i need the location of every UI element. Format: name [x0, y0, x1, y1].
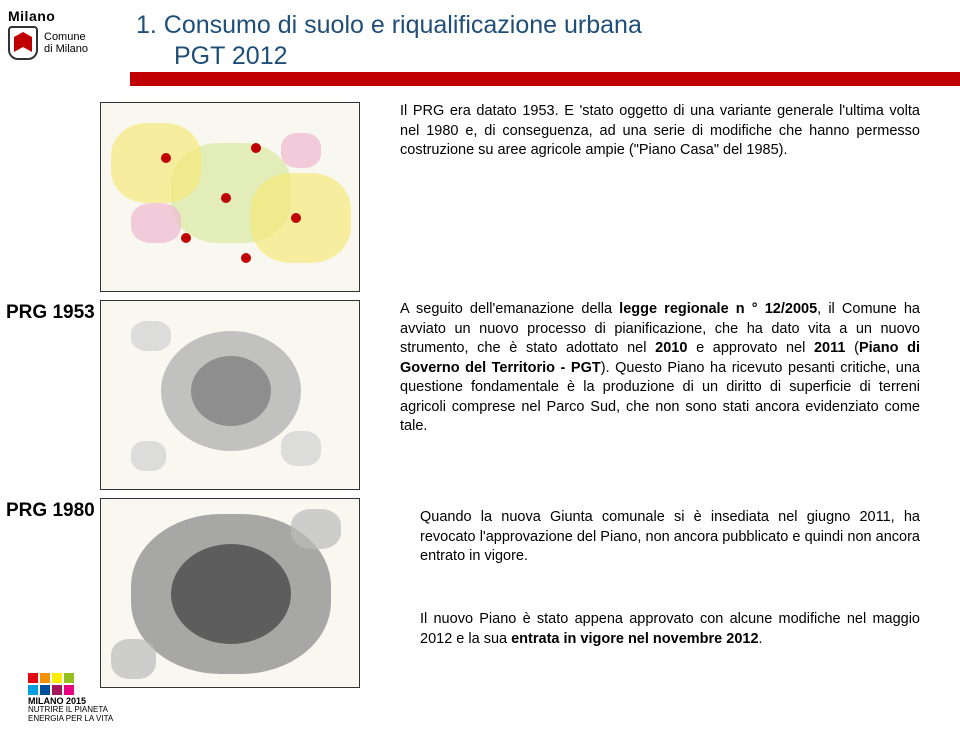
expo-squares: [28, 673, 82, 695]
red-bar: [130, 72, 960, 86]
paragraph-4: Il nuovo Piano è stato appena approvato …: [420, 610, 920, 649]
expo-sub2: ENERGIA PER LA VITA: [28, 715, 118, 724]
page-header: 1. Consumo di suolo e riqualificazione u…: [130, 10, 940, 70]
bold-legge: legge regionale n ° 12/2005: [619, 301, 817, 317]
milano-logo: Milano Comune di Milano: [8, 8, 118, 60]
paragraph-2: A seguito dell'emanazione della legge re…: [400, 300, 920, 437]
logo-sub2: di Milano: [44, 43, 88, 55]
paragraph-3: Quando la nuova Giunta comunale si è ins…: [420, 508, 920, 567]
map-1953-image: [100, 300, 360, 490]
label-prg-1953: PRG 1953: [6, 302, 95, 324]
expo-logo: MILANO 2015 NUTRIRE IL PIANETA ENERGIA P…: [28, 673, 118, 724]
header-line1: 1. Consumo di suolo e riqualificazione u…: [136, 11, 642, 39]
map-top-image: [100, 102, 360, 292]
bold-2011: 2011: [814, 340, 845, 356]
label-prg-1980: PRG 1980: [6, 500, 95, 522]
bold-2010: 2010: [655, 340, 687, 356]
logo-sub1: Comune: [44, 31, 88, 43]
shield-icon: [8, 26, 38, 60]
logo-city: Milano: [8, 8, 55, 24]
header-line2: PGT 2012: [136, 42, 288, 70]
paragraph-1: Il PRG era datato 1953. E 'stato oggetto…: [400, 102, 920, 161]
bold-vigore: entrata in vigore nel novembre 2012: [511, 631, 758, 647]
map-1980-image: [100, 498, 360, 688]
